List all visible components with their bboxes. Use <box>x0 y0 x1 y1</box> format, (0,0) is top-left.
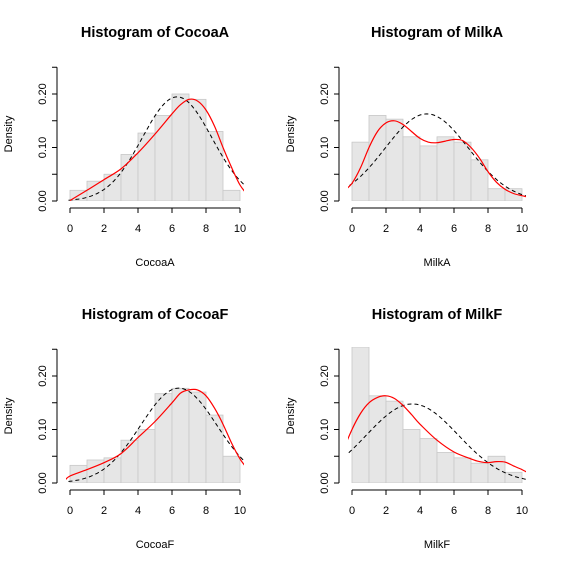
x-axis-label: MilkA <box>424 257 452 269</box>
x-tick-label: 0 <box>349 505 355 517</box>
x-tick-label: 8 <box>485 223 491 235</box>
x-tick-label: 10 <box>516 505 528 517</box>
histogram-bar <box>504 471 523 483</box>
panel-cocoaf: Histogram of CocoaF 0 2 4 6 8 100.000.100.20 … <box>3 307 246 551</box>
histogram-bar <box>419 438 438 483</box>
panel-title: Histogram of MilkA <box>371 25 504 41</box>
normal-curve <box>348 403 526 480</box>
x-tick-label: 4 <box>135 223 141 235</box>
histogram-bar <box>385 118 404 201</box>
histogram-bar <box>402 136 421 201</box>
x-tick-label: 10 <box>234 223 246 235</box>
panel-title: Histogram of CocoaA <box>81 25 230 41</box>
x-axis-label: CocoaF <box>136 539 175 551</box>
panel-title: Histogram of MilkF <box>372 307 503 323</box>
panel-title: Histogram of CocoaF <box>82 307 229 323</box>
histogram-bar <box>487 455 506 483</box>
histogram-bar <box>171 387 190 483</box>
x-tick-label: 2 <box>383 223 389 235</box>
y-tick-label: 0.10 <box>37 137 49 158</box>
histogram-bar <box>436 452 455 483</box>
normal-curve <box>348 113 526 197</box>
y-axis-label: Density <box>285 115 297 152</box>
histogram-bar <box>487 188 506 201</box>
x-tick-label: 8 <box>203 223 209 235</box>
histogram-bar <box>470 462 489 483</box>
histogram-bar <box>385 400 404 483</box>
panel-milkf: Histogram of MilkF 0 2 4 6 8 10 0.00 0.10 0.20 M… <box>285 307 528 551</box>
histogram-bar <box>154 115 173 201</box>
histogram-bar <box>368 115 387 201</box>
x-tick-label: 2 <box>383 505 389 517</box>
density-curve <box>69 98 244 201</box>
x-tick-label: 2 <box>101 223 107 235</box>
y-tick-label: 0.00 <box>37 472 49 493</box>
histogram-bar <box>470 159 489 201</box>
x-tick-label: 4 <box>417 505 423 517</box>
histogram-bar <box>205 414 224 483</box>
histogram-bar <box>222 189 241 201</box>
histogram-bar <box>154 393 173 483</box>
histogram-bar <box>351 141 370 201</box>
normal-curve <box>66 96 244 201</box>
x-tick-label: 6 <box>169 505 175 517</box>
density-curve <box>348 395 526 473</box>
histogram-bar <box>188 391 207 483</box>
panel-milka: Histogram of MilkA 0 2 4 6 8 10 0.00 0.10 0.20 M… <box>285 25 528 269</box>
y-axis-label: Density <box>3 397 15 434</box>
y-tick-label: 0.20 <box>319 83 331 104</box>
x-tick-label: 8 <box>203 505 209 517</box>
y-tick-label: 0.10 <box>319 137 331 158</box>
normal-curve <box>66 387 244 483</box>
histogram-bar <box>368 395 387 483</box>
y-tick-label: 0.20 <box>319 365 331 386</box>
y-tick-label: 0.00 <box>319 472 331 493</box>
x-tick-label: 0 <box>67 223 73 235</box>
histogram-bar <box>86 180 105 201</box>
histogram-bar <box>402 429 421 483</box>
panel-cocoaa: Histogram of CocoaA 0 2 4 6 8 100.000.100.20 … <box>3 25 246 269</box>
histogram-bar <box>137 429 156 483</box>
x-axis-label: MilkF <box>424 539 451 551</box>
density-curve <box>348 120 526 198</box>
x-tick-label: 4 <box>417 223 423 235</box>
x-tick-label: 10 <box>234 505 246 517</box>
histogram-bar <box>205 131 224 201</box>
histogram-bar <box>453 141 472 201</box>
y-tick-label: 0.00 <box>37 190 49 211</box>
x-tick-label: 10 <box>516 223 528 235</box>
histogram-bar <box>419 145 438 201</box>
x-tick-label: 6 <box>169 223 175 235</box>
y-tick-label: 0.00 <box>319 190 331 211</box>
x-tick-label: 8 <box>485 505 491 517</box>
y-axis-label: Density <box>285 397 297 434</box>
y-tick-label: 0.10 <box>37 419 49 440</box>
y-tick-label: 0.20 <box>37 83 49 104</box>
x-axis-label: CocoaA <box>135 257 175 269</box>
x-tick-label: 6 <box>451 223 457 235</box>
histogram-bar <box>222 455 241 483</box>
y-tick-label: 0.10 <box>319 419 331 440</box>
x-tick-label: 0 <box>67 505 73 517</box>
x-tick-label: 2 <box>101 505 107 517</box>
histogram-bar <box>436 136 455 201</box>
x-tick-label: 0 <box>349 223 355 235</box>
histogram-bar <box>351 347 370 483</box>
y-axis-label: Density <box>3 115 15 152</box>
x-tick-label: 6 <box>451 505 457 517</box>
x-tick-label: 4 <box>135 505 141 517</box>
histogram-bar <box>453 457 472 483</box>
y-tick-label: 0.20 <box>37 365 49 386</box>
histogram-bar <box>188 98 207 201</box>
density-curve <box>66 388 244 480</box>
